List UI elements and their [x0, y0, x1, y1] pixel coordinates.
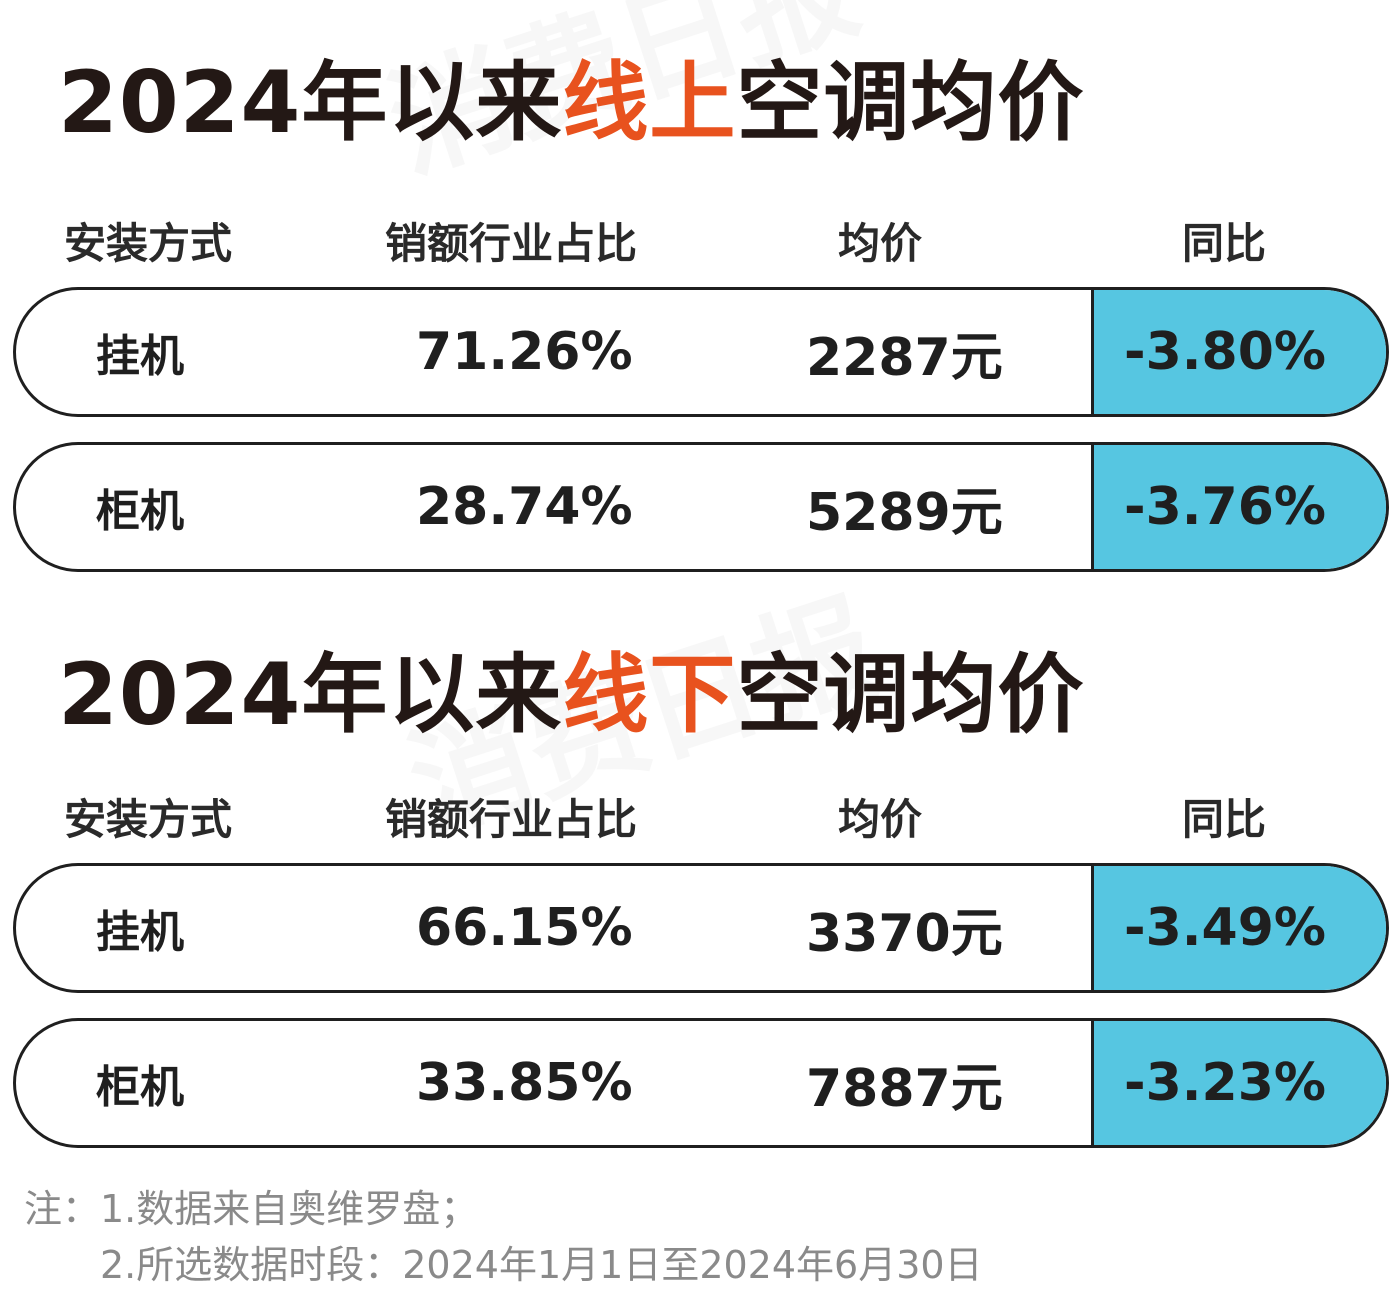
- cell-avg-price: 3370元: [806, 903, 1003, 964]
- table-row: 挂机 66.15% 3370元 -3.49%: [13, 863, 1389, 993]
- cell-yoy: -3.76%: [1091, 445, 1386, 569]
- cell-sales-share: 66.15%: [416, 898, 633, 958]
- title-prefix: 2024年以来: [58, 53, 563, 153]
- header-avg-price: 均价: [838, 219, 923, 268]
- cell-avg-price: 5289元: [806, 482, 1003, 543]
- cell-install-type: 柜机: [96, 1062, 184, 1113]
- title-accent: 线下: [562, 645, 737, 745]
- table-header-offline: 安装方式 销额行业占比 均价 同比: [0, 786, 1400, 846]
- header-sales-share: 销额行业占比: [385, 795, 638, 844]
- header-install-type: 安装方式: [64, 219, 233, 268]
- table-header-online: 安装方式 销额行业占比 均价 同比: [0, 210, 1400, 270]
- cell-install-type: 挂机: [96, 907, 184, 958]
- cell-sales-share: 33.85%: [416, 1053, 633, 1113]
- title-accent: 线上: [562, 53, 737, 153]
- cell-sales-share: 71.26%: [416, 322, 633, 382]
- cell-yoy: -3.80%: [1091, 290, 1386, 414]
- header-yoy: 同比: [1182, 219, 1267, 268]
- section-title-offline: 2024年以来线下空调均价: [58, 652, 1084, 738]
- cell-install-type: 柜机: [96, 486, 184, 537]
- title-prefix: 2024年以来: [58, 645, 563, 745]
- header-yoy: 同比: [1182, 795, 1267, 844]
- title-suffix: 空调均价: [736, 645, 1085, 745]
- footnote-source: 注：1.数据来自奥维罗盘；: [24, 1187, 479, 1231]
- cell-yoy: -3.23%: [1091, 1021, 1386, 1145]
- cell-avg-price: 7887元: [806, 1058, 1003, 1119]
- header-avg-price: 均价: [838, 795, 923, 844]
- table-row: 柜机 28.74% 5289元 -3.76%: [13, 442, 1389, 572]
- header-install-type: 安装方式: [64, 795, 233, 844]
- section-title-online: 2024年以来线上空调均价: [58, 60, 1084, 146]
- title-suffix: 空调均价: [736, 53, 1085, 153]
- table-row: 挂机 71.26% 2287元 -3.80%: [13, 287, 1389, 417]
- cell-yoy: -3.49%: [1091, 866, 1386, 990]
- cell-install-type: 挂机: [96, 331, 184, 382]
- table-row: 柜机 33.85% 7887元 -3.23%: [13, 1018, 1389, 1148]
- cell-avg-price: 2287元: [806, 327, 1003, 388]
- cell-sales-share: 28.74%: [416, 477, 633, 537]
- header-sales-share: 销额行业占比: [385, 219, 638, 268]
- footnote-period: 2.所选数据时段：2024年1月1日至2024年6月30日: [100, 1243, 983, 1287]
